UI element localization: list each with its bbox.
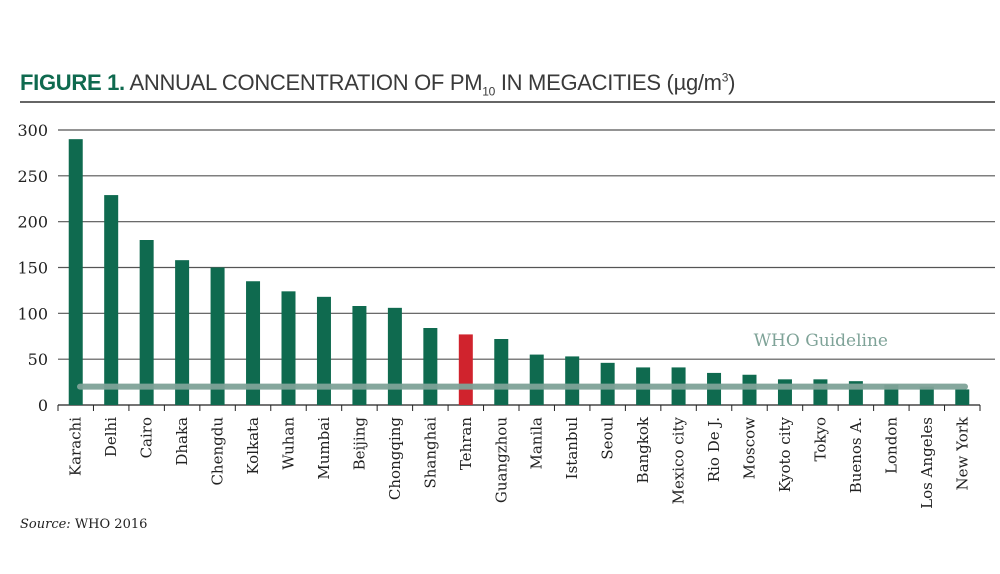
x-tick-label: Kolkata: [244, 417, 262, 475]
chart-title: FIGURE 1. ANNUAL CONCENTRATION OF PM10 I…: [20, 70, 735, 98]
x-tick-label: Tehran: [457, 417, 475, 470]
bar-los-angeles: [919, 386, 934, 405]
x-tick-label: Guangzhou: [492, 417, 510, 503]
title-text-2: IN MEGACITIES (µg/m: [495, 70, 722, 95]
x-tick-label: Chengdu: [209, 417, 227, 486]
bar-wuhan: [281, 291, 296, 405]
x-tick-label: Mexico city: [670, 416, 688, 504]
y-tick-label: 100: [17, 304, 48, 323]
bar-tehran: [458, 334, 473, 405]
bar-london: [884, 384, 899, 405]
bar-kyoto-city: [777, 379, 792, 405]
x-tick-label: Los Angeles: [918, 417, 936, 509]
x-tick-label: Karachi: [67, 417, 85, 476]
x-tick-label: Kyoto city: [776, 416, 794, 492]
x-tick-label: London: [882, 417, 900, 474]
y-tick-label: 150: [17, 259, 48, 278]
bar-istanbul: [565, 356, 580, 405]
figure-number: FIGURE 1.: [20, 70, 125, 95]
bar-new-york: [955, 389, 970, 405]
title-close: ): [728, 70, 736, 95]
bar-delhi: [104, 195, 119, 405]
x-tick-label: Shanghai: [421, 417, 439, 489]
bar-mumbai: [316, 296, 331, 405]
y-tick-label: 250: [17, 167, 48, 186]
y-tick-label: 300: [17, 121, 48, 140]
y-tick-label: 200: [17, 213, 48, 232]
title-rule: [20, 101, 995, 103]
bar-cairo: [139, 240, 154, 405]
title-subscript: 10: [482, 84, 496, 99]
x-tick-label: Bangkok: [634, 416, 652, 483]
bar-chongqing: [387, 307, 402, 405]
x-tick-label: Tokyo: [811, 417, 829, 461]
y-tick-label: 0: [38, 396, 48, 415]
x-tick-label: Manila: [528, 417, 546, 470]
title-superscript: 3: [721, 70, 729, 85]
bar-shanghai: [423, 328, 438, 405]
bar-moscow: [742, 374, 757, 405]
x-tick-label: Moscow: [741, 417, 759, 480]
x-tick-label: Seoul: [599, 417, 617, 460]
x-tick-label: Delhi: [102, 417, 120, 457]
bar-manila: [529, 354, 544, 405]
bar-guangzhou: [494, 339, 509, 405]
x-tick-label: Rio De J.: [705, 417, 723, 482]
x-tick-label: Istanbul: [563, 417, 581, 480]
who-guideline-label: WHO Guideline: [754, 331, 888, 351]
x-tick-label: New York: [953, 416, 971, 490]
y-tick-label: 50: [28, 350, 48, 369]
source-label: Source:: [20, 517, 71, 532]
x-tick-label: Buenos A.: [847, 417, 865, 493]
title-text: ANNUAL CONCENTRATION OF PM: [129, 70, 483, 95]
source-note: Source: WHO 2016: [20, 517, 147, 532]
x-tick-label: Cairo: [138, 417, 156, 458]
x-tick-label: Wuhan: [280, 417, 298, 470]
bar-tokyo: [813, 379, 828, 405]
bar-kolkata: [246, 281, 261, 405]
x-tick-label: Beijing: [350, 417, 368, 471]
x-tick-label: Chongqing: [386, 417, 404, 500]
bar-beijing: [352, 306, 367, 405]
x-tick-label: Mumbai: [315, 417, 333, 480]
source-text: WHO 2016: [70, 517, 148, 532]
x-tick-label: Dhaka: [173, 417, 191, 466]
bar-dhaka: [175, 260, 190, 405]
bar-karachi: [68, 139, 83, 405]
bar-chengdu: [210, 267, 225, 405]
